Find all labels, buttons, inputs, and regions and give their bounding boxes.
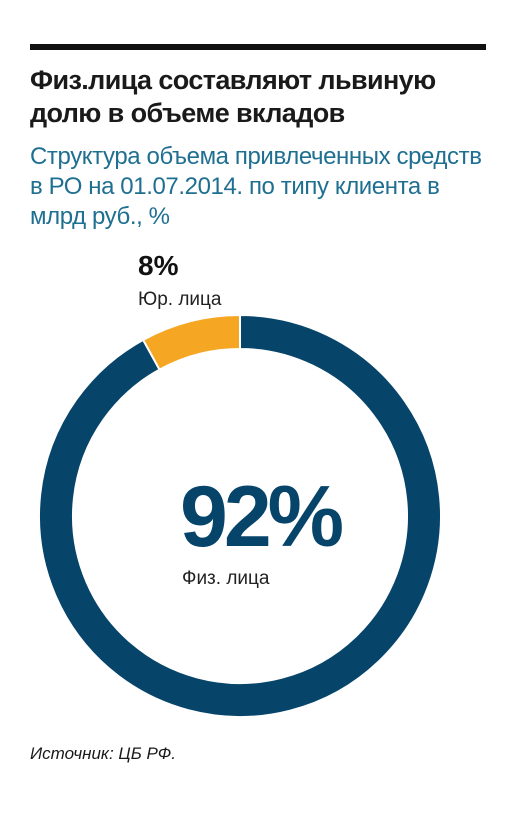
slice-category-label-legal: Юр. лица — [138, 289, 222, 310]
chart-title: Физ.лица составляют львиную долю в объем… — [30, 65, 436, 128]
top-rule — [30, 44, 486, 50]
chart-subtitle: Структура объема привлеченных средств в … — [30, 143, 482, 230]
source-note: Источник: ЦБ РФ. — [30, 744, 176, 763]
donut-slices — [38, 313, 442, 718]
slice-value-label-legal: 8% — [138, 250, 179, 281]
slice-value-label-individuals: 92% — [180, 469, 343, 565]
donut-slice-legal — [141, 313, 241, 372]
donut-slice-individuals — [38, 313, 442, 718]
slice-category-label-individuals: Физ. лица — [182, 568, 270, 589]
